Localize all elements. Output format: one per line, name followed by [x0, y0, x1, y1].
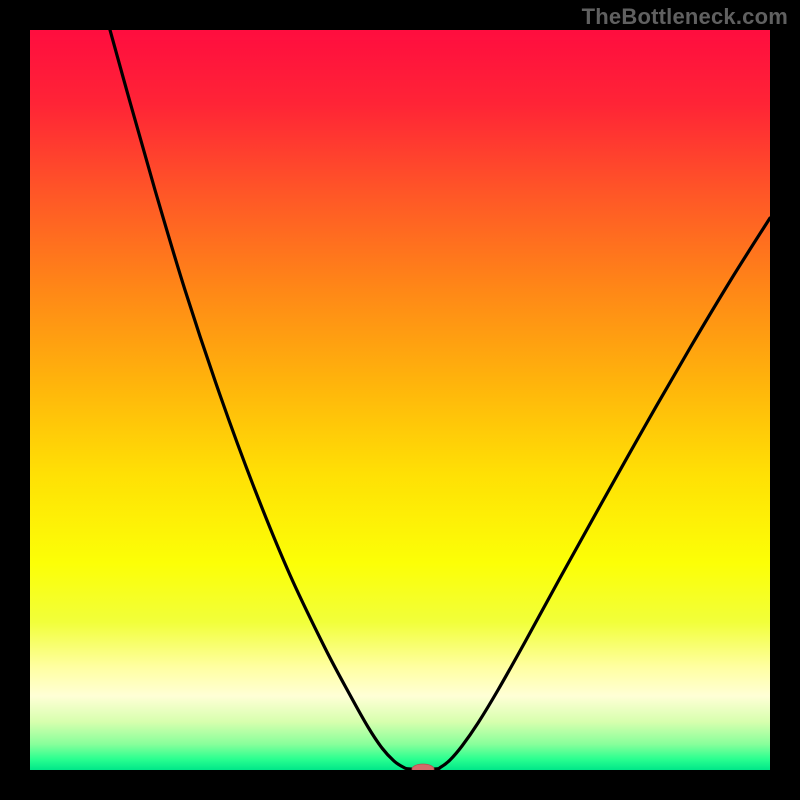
optimum-marker — [412, 764, 434, 774]
attribution-text: TheBottleneck.com — [582, 4, 788, 30]
bottleneck-chart — [0, 0, 800, 800]
